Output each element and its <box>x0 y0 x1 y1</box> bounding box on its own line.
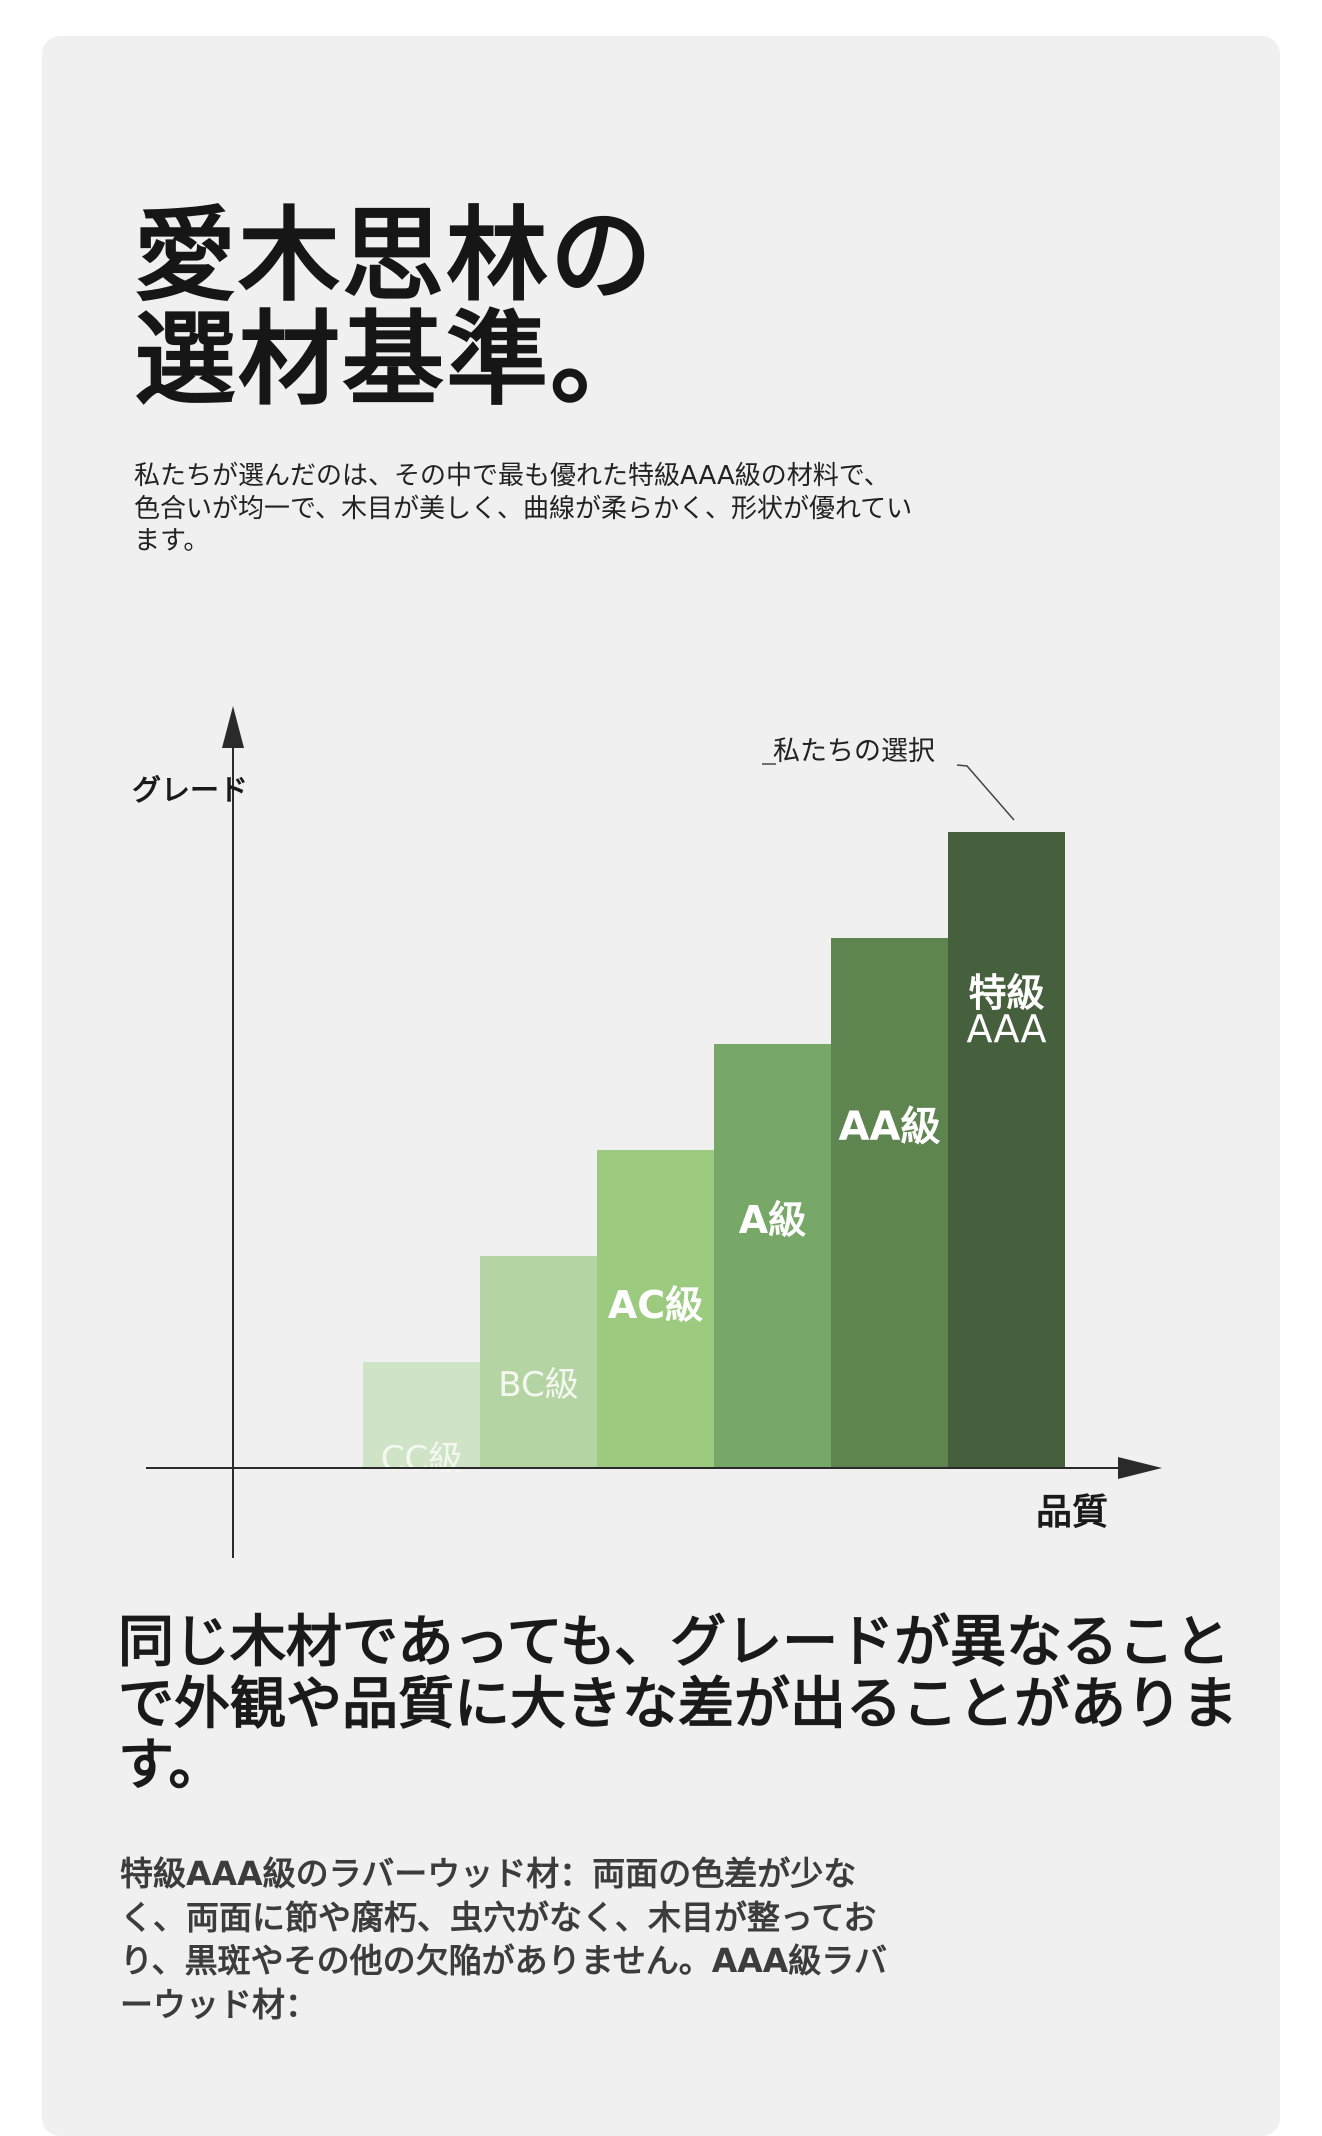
bar-3 <box>597 1150 714 1468</box>
grade-description: 特級AAA級のラバーウッド材：両面の色差が少なく、両面に節や腐朽、虫穴がなく、木… <box>120 1854 887 2024</box>
y-axis-arrow <box>222 706 244 748</box>
title-line-2: 選材基準。 <box>134 301 654 421</box>
bar-label-3: AC級 <box>608 1283 703 1327</box>
x-axis-label: 品質 <box>1036 1492 1108 1533</box>
chart-bar-labels: CC級 BC級 AC級 A級 AA級 特級 AAA <box>381 971 1047 1479</box>
x-axis-arrow <box>1118 1457 1162 1479</box>
grade-chart: CC級 BC級 AC級 A級 AA級 特級 AAA グレード 品質 私たちの選択 <box>132 706 1162 1558</box>
chart-bars <box>363 832 1065 1468</box>
bar-6 <box>948 832 1065 1468</box>
y-axis-label: グレード <box>132 773 248 807</box>
bar-label-2: BC級 <box>498 1365 578 1405</box>
selection-annotation: 私たちの選択 <box>773 736 935 767</box>
page-title: 愛木思林の 選材基準。 <box>134 197 654 421</box>
content-card <box>42 36 1280 2136</box>
intro-text: 私たちが選んだのは、その中で最も優れた特級AAA級の材料で、色合いが均一で、木目… <box>134 461 913 556</box>
bar-5 <box>831 938 948 1468</box>
bar-label-1: CC級 <box>381 1439 462 1479</box>
bar-label-6: 特級 AAA <box>966 971 1046 1051</box>
annotation-leader-line <box>762 763 1015 821</box>
bar-1 <box>363 1362 480 1468</box>
bar-label-4: A級 <box>739 1198 806 1242</box>
bar-2 <box>480 1256 597 1468</box>
bar-label-5: AA級 <box>839 1104 941 1150</box>
title-line-1: 愛木思林の <box>134 197 654 316</box>
bar-4 <box>714 1044 831 1468</box>
grade-difference-heading: 同じ木材であっても、グレードが異なることで外観や品質に大きな差が出ることがありま… <box>118 1610 1238 1799</box>
